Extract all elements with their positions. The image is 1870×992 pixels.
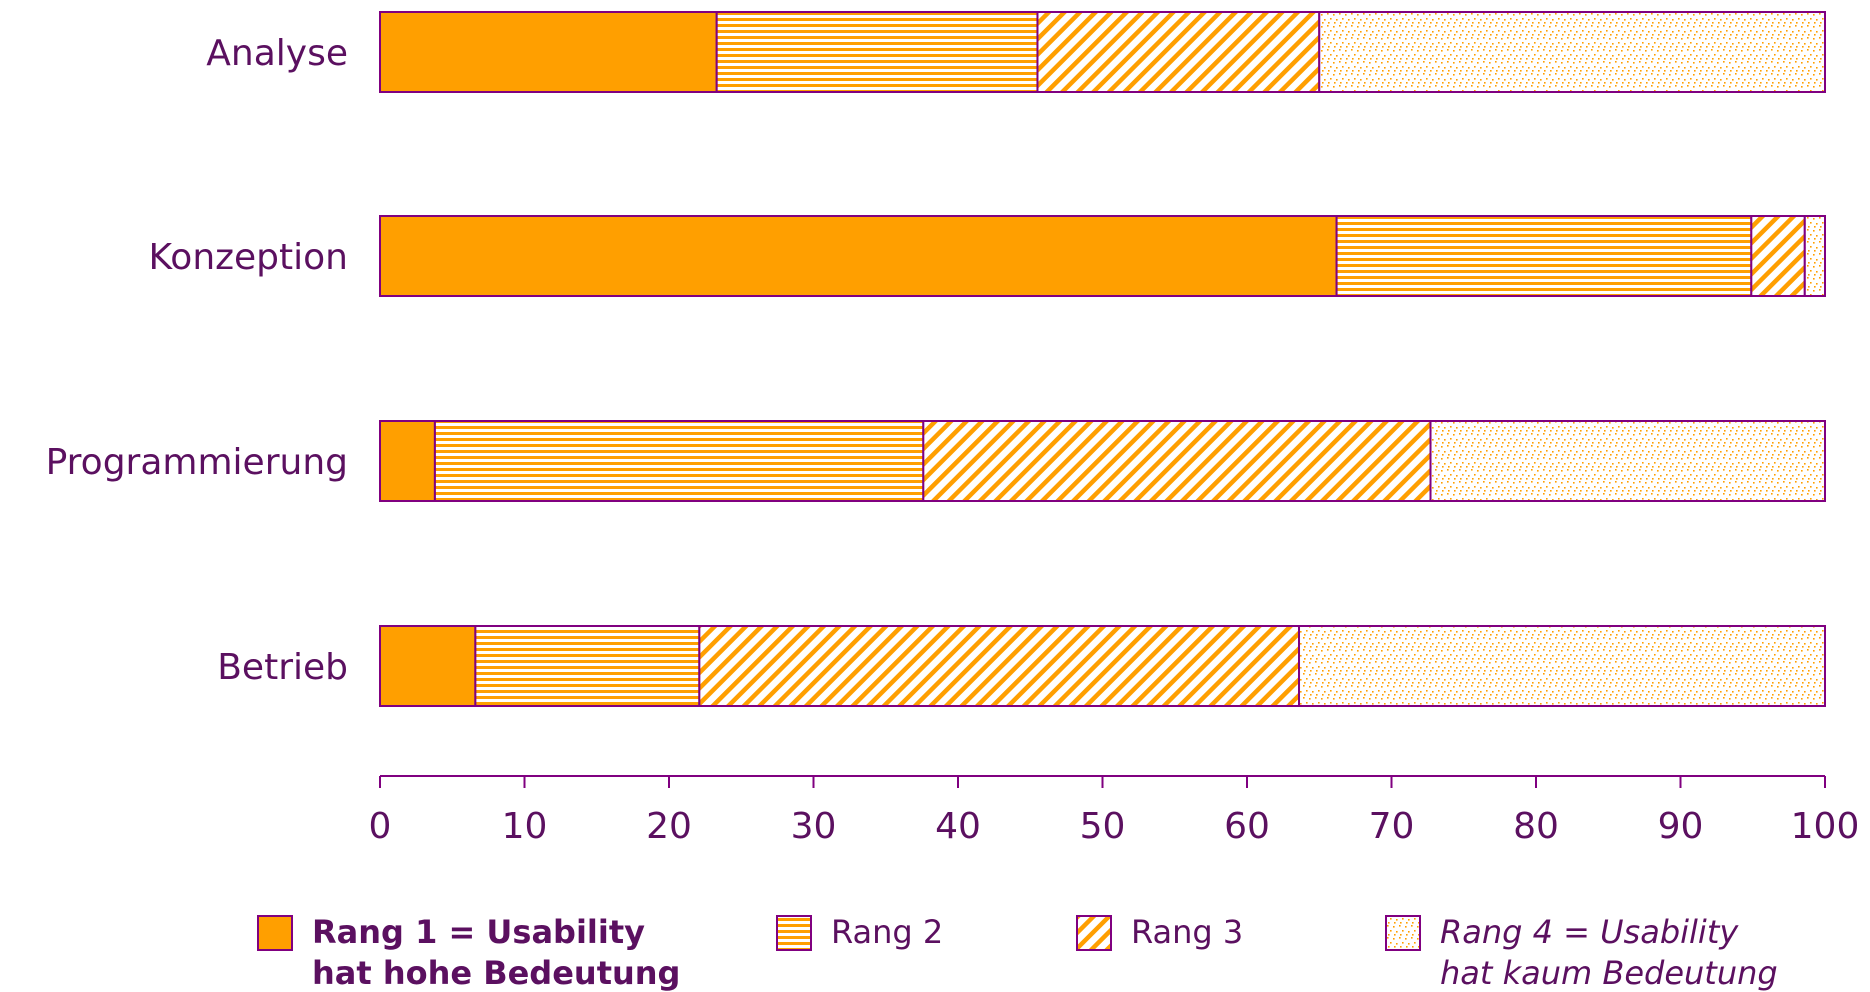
bar-segment-rang2 <box>433 420 925 502</box>
legend-label: Rang 2 <box>831 913 943 951</box>
category-label: Betrieb <box>217 647 348 688</box>
bar-segment-rang4 <box>1429 420 1826 502</box>
bar-segment-rang1 <box>379 11 718 93</box>
bar-group <box>379 625 1826 707</box>
bar-segment-rang2 <box>474 625 701 707</box>
bar-segment-rang4 <box>1318 11 1826 93</box>
bar-segment-rang2 <box>715 11 1039 93</box>
bar-segment-rang3 <box>922 420 1432 502</box>
x-tick-label: 30 <box>791 806 837 847</box>
bar-segment-rang3 <box>698 625 1301 707</box>
x-tick-label: 100 <box>1791 806 1860 847</box>
bar-segment-rang4 <box>1298 625 1826 707</box>
legend-swatch <box>257 915 293 951</box>
bar-group <box>379 11 1826 93</box>
legend-label: hat kaum Bedeutung <box>1440 954 1778 992</box>
bar-group <box>379 215 1827 297</box>
x-tick-label: 50 <box>1080 806 1126 847</box>
category-label: Konzeption <box>148 237 348 278</box>
legend-item-rang2: Rang 2 <box>776 913 943 951</box>
legend-swatch <box>1385 915 1421 951</box>
bar-segment-rang3 <box>1750 215 1806 297</box>
bar-group <box>379 420 1826 502</box>
legend-label: Rang 4 = Usability <box>1440 913 1739 951</box>
x-tick-label: 90 <box>1658 806 1704 847</box>
legend-label: hat hohe Bedeutung <box>312 954 680 992</box>
x-tick-label: 10 <box>502 806 548 847</box>
bars-layer <box>379 11 1827 707</box>
legend-label: Rang 3 <box>1131 913 1243 951</box>
bar-segment-rang2 <box>1335 215 1753 297</box>
legend-swatch <box>1076 915 1112 951</box>
x-tick-label: 0 <box>369 806 392 847</box>
x-tick-label: 20 <box>646 806 692 847</box>
bar-segment-rang3 <box>1036 11 1321 93</box>
bar-segment-rang1 <box>379 625 477 707</box>
bar-segment-rang1 <box>379 420 436 502</box>
legend-swatch <box>776 915 812 951</box>
x-tick-label: 70 <box>1369 806 1415 847</box>
legend-label: Rang 1 = Usability <box>312 913 645 951</box>
category-label: Programmierung <box>46 442 348 483</box>
legend-item-rang3: Rang 3 <box>1076 913 1243 951</box>
x-tick-label: 80 <box>1513 806 1559 847</box>
bar-segment-rang1 <box>379 215 1338 297</box>
category-label: Analyse <box>206 33 348 74</box>
x-tick-label: 60 <box>1224 806 1270 847</box>
category-labels: Analyse Konzeption Programmierung Betrieb <box>46 33 348 688</box>
x-axis: 0 10 20 30 40 50 60 70 80 90 100 <box>369 775 1860 847</box>
x-tick-label: 40 <box>935 806 981 847</box>
bar-segment-rang4 <box>1803 215 1827 297</box>
